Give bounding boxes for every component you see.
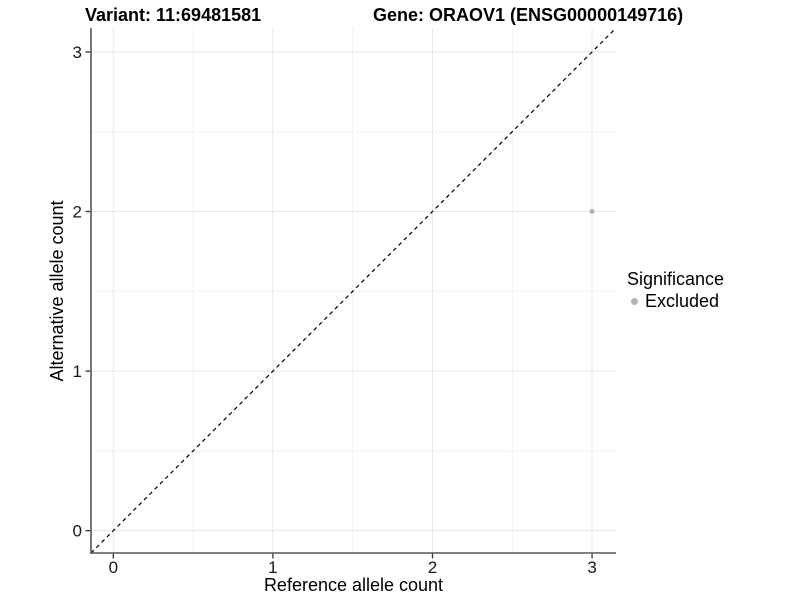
y-tick-label: 1 — [73, 362, 82, 381]
plot-title-gene: Gene: ORAOV1 (ENSG00000149716) — [373, 5, 684, 25]
legend: Significance Excluded — [627, 269, 724, 312]
y-axis-title: Alternative allele count — [47, 200, 67, 382]
x-axis-title: Reference allele count — [263, 575, 444, 595]
data-point — [589, 209, 595, 215]
legend-title: Significance — [627, 269, 725, 289]
y-tick-label: 2 — [73, 203, 82, 222]
x-tick-label: 0 — [109, 558, 118, 577]
x-tick-label: 2 — [428, 558, 437, 577]
legend-key-dot-icon — [631, 298, 638, 305]
y-tick-label: 3 — [73, 43, 82, 62]
x-tick-label: 3 — [587, 558, 596, 577]
y-tick-label: 0 — [73, 522, 82, 541]
legend-entry-label: Excluded — [645, 291, 720, 311]
x-tick-label: 1 — [268, 558, 277, 577]
legend-entry-excluded: Excluded — [627, 291, 724, 312]
identity-dashed-line — [90, 27, 617, 554]
plot-title-variant: Variant: 11:69481581 — [85, 5, 262, 25]
